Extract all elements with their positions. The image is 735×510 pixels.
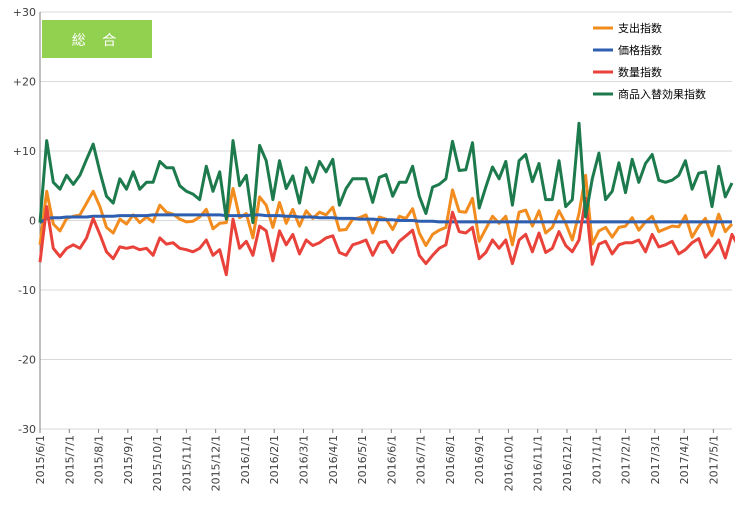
y-axis: +30 +20 +10 0 -10 -20 -30: [13, 6, 41, 436]
x-tick-label: 2015/10/1: [151, 435, 164, 491]
badge: 総 合: [42, 20, 152, 58]
x-tick-label: 2017/5/1: [707, 435, 720, 484]
grid-lines: [40, 11, 732, 430]
y-tick-label: -30: [18, 423, 36, 436]
x-tick-label: 2016/1/1: [239, 435, 252, 484]
y-tick-label: +10: [13, 145, 36, 158]
x-tick-label: 2016/8/1: [444, 435, 457, 484]
x-tick-label: 2016/6/1: [385, 435, 398, 484]
x-tick-label: 2016/7/1: [415, 435, 428, 484]
x-tick-label: 2016/3/1: [297, 435, 310, 484]
x-tick-label: 2016/9/1: [473, 435, 486, 484]
x-tick-label: 2016/4/1: [327, 435, 340, 484]
series-lines: [38, 121, 735, 277]
series-line-1: [39, 213, 732, 224]
x-tick-label: 2016/2/1: [268, 435, 281, 484]
x-tick-label: 2015/9/1: [122, 435, 135, 484]
y-tick-label: +30: [13, 6, 36, 19]
series-line-3: [38, 121, 734, 225]
y-tick-label: 0: [29, 215, 36, 228]
x-tick-label: 2017/2/1: [620, 435, 633, 484]
x-tick-label: 2015/7/1: [63, 435, 76, 484]
x-tick-label: 2017/1/1: [590, 435, 603, 484]
legend-label-2: 数量指数: [618, 65, 662, 79]
x-axis: 2015/6/1 2015/7/1 2015/8/1 2015/9/1 2015/10/…: [34, 429, 720, 491]
x-tick-label: 2017/4/1: [678, 435, 691, 484]
x-tick-label: 2015/12/1: [210, 435, 223, 491]
x-tick-label: 2015/8/1: [93, 435, 106, 484]
badge-box: [42, 20, 152, 58]
badge-label: 総 合: [72, 33, 122, 49]
x-tick-label: 2015/6/1: [34, 435, 47, 484]
x-tick-label: 2017/3/1: [649, 435, 662, 484]
legend-label-1: 価格指数: [618, 43, 662, 57]
y-tick-label: +20: [13, 76, 36, 89]
x-tick-label: 2015/11/1: [180, 435, 193, 491]
x-tick-label: 2016/11/1: [532, 435, 545, 491]
series-line-2: [38, 196, 735, 277]
x-tick-label: 2016/12/1: [561, 435, 574, 491]
legend-label-0: 支出指数: [618, 21, 662, 35]
x-tick-label: 2016/5/1: [356, 435, 369, 484]
y-tick-label: -20: [18, 354, 36, 367]
y-tick-label: -10: [18, 284, 36, 297]
legend-label-3: 商品入替効果指数: [618, 87, 706, 101]
x-tick-label: 2016/10/1: [502, 435, 515, 491]
